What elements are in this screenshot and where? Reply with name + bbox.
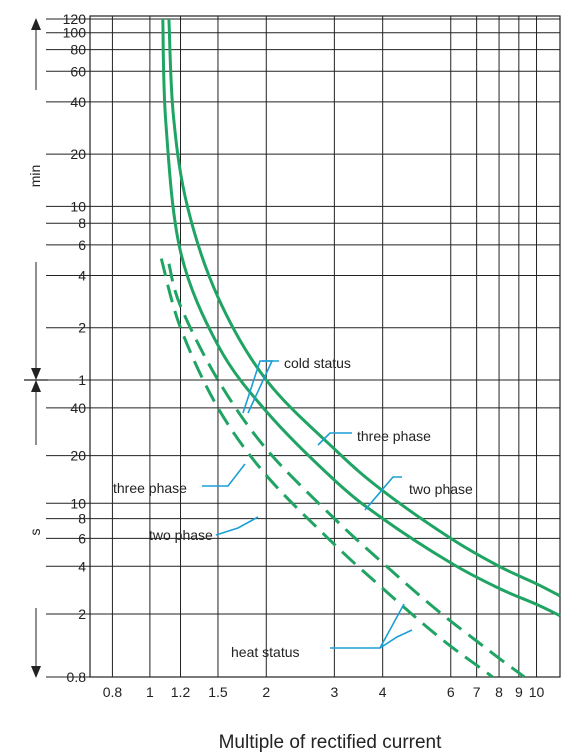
y-tick-label: 8: [78, 511, 86, 527]
y-tick-label: 2: [78, 606, 86, 622]
annotation-two-phase-lower: two phase: [149, 527, 213, 543]
annotation-leader-line: [317, 432, 352, 446]
arrow-down-icon: [31, 666, 41, 678]
y-tick-label: 100: [63, 25, 87, 41]
annotation-cold-status: cold status: [284, 355, 351, 371]
series-heat-three-phase: [159, 258, 494, 679]
unit-markers: min s: [24, 18, 48, 678]
y-tick-label: 8: [78, 215, 86, 231]
y-tick-label: 10: [70, 495, 86, 511]
annotation-leader-line: [379, 629, 413, 649]
x-tick-label: 8: [495, 684, 503, 700]
y-label-min: min: [27, 165, 43, 188]
x-tick-label: 1.5: [208, 684, 228, 700]
x-tick-label: 3: [330, 684, 338, 700]
annotation-heat-status: heat status: [231, 644, 300, 660]
annotation-leaders: [202, 360, 413, 649]
y-tick-label: 2: [78, 320, 86, 336]
series-cold-two-phase: [167, 18, 561, 598]
plot-frame: [89, 15, 561, 678]
y-tick-label: 120: [63, 11, 87, 27]
x-tick-label: 9: [515, 684, 523, 700]
annotation-leader-line: [330, 603, 405, 649]
y-tick-label: 4: [78, 267, 86, 283]
x-tick-label: 7: [473, 684, 481, 700]
x-tick-label: 10: [529, 684, 545, 700]
x-axis-label: Multiple of rectified current: [219, 732, 443, 753]
y-tick-label: 6: [78, 237, 86, 253]
annotation-leader-line: [215, 516, 259, 536]
y-label-s: s: [27, 529, 43, 536]
annotation-leader-line: [364, 476, 402, 511]
arrow-up-icon: [31, 18, 41, 30]
x-tick-label: 1: [146, 684, 154, 700]
annotations: cold status three phase two phase three …: [113, 355, 473, 660]
annotation-two-phase-upper: two phase: [409, 481, 473, 497]
series-heat-two-phase: [167, 263, 526, 679]
arrow-down-icon: [31, 368, 41, 380]
y-tick-label: 40: [70, 94, 86, 110]
y-tick-label: 6: [78, 530, 86, 546]
y-tick-label: 4: [78, 558, 86, 574]
x-tick-label: 6: [447, 684, 455, 700]
y-tick-label: 20: [70, 146, 86, 162]
series-cold-three-phase: [161, 18, 561, 618]
annotation-three-phase-upper: three phase: [357, 428, 431, 444]
y-tick-label: 60: [70, 63, 86, 79]
x-tick-label: 1.2: [171, 684, 191, 700]
y-tick-label: 0.8: [67, 669, 87, 685]
annotation-leader-line: [247, 360, 274, 414]
y-tick-label: 1: [78, 372, 86, 388]
y-tick-label: 40: [70, 400, 86, 416]
arrow-up-icon: [31, 380, 41, 392]
annotation-leader-line: [202, 463, 246, 487]
annotation-three-phase-lower: three phase: [113, 480, 187, 496]
x-tick-label: 4: [379, 684, 387, 700]
y-tick-label: 10: [70, 198, 86, 214]
x-tick-labels: 0.8 1 1.2 1.5 2 3 4 6 7 8 9 10: [103, 684, 545, 700]
x-tick-label: 0.8: [103, 684, 123, 700]
grid: [46, 15, 561, 678]
x-tick-label: 2: [262, 684, 270, 700]
y-tick-label: 20: [70, 448, 86, 464]
y-tick-label: 80: [70, 42, 86, 58]
series-group: [159, 18, 561, 679]
